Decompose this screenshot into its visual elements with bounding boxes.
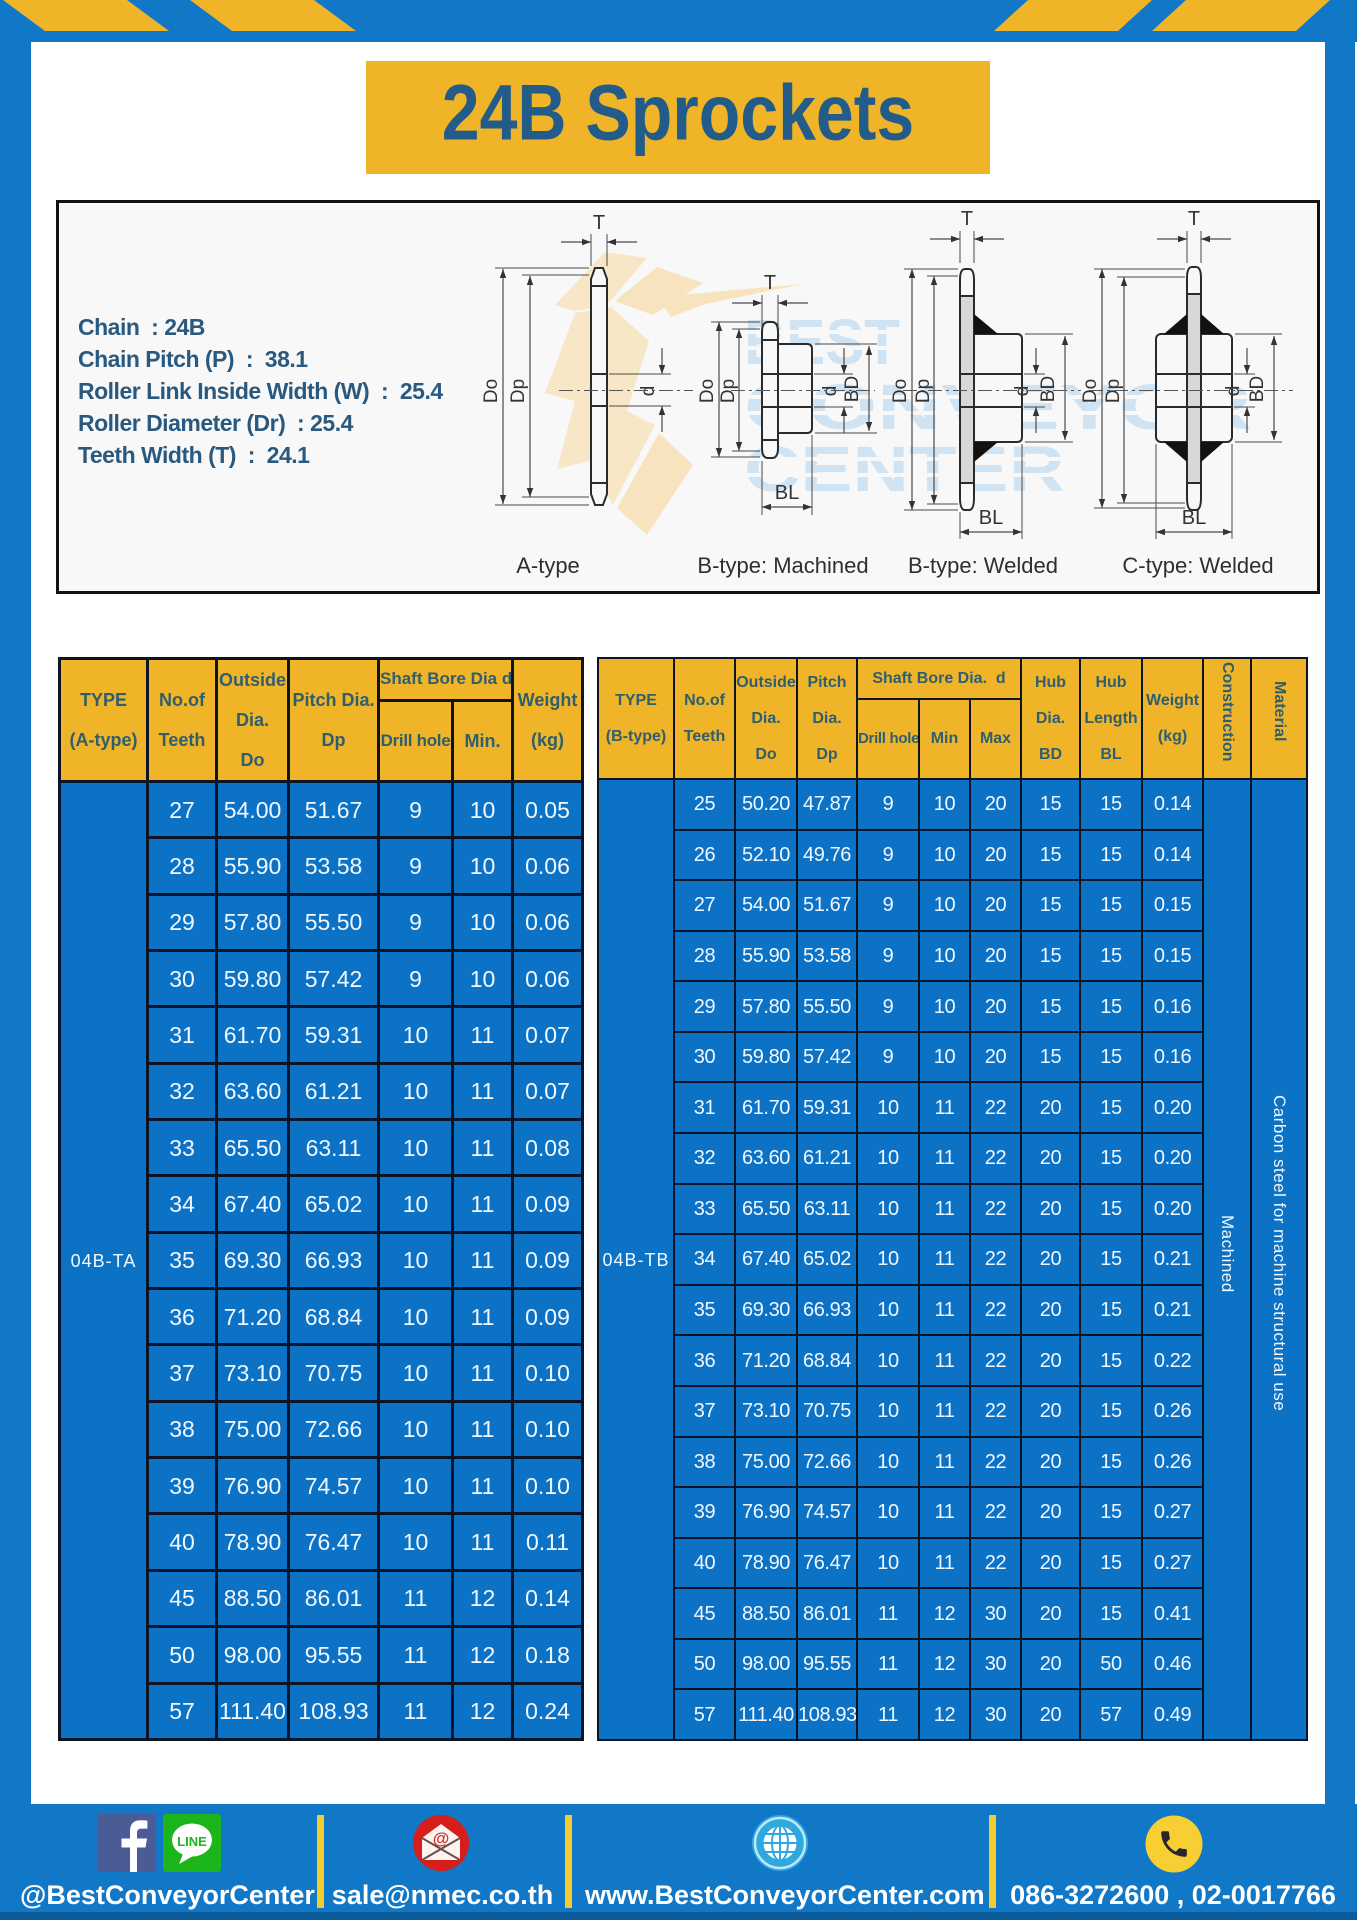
svg-text:BL: BL <box>775 482 799 504</box>
svg-text:Do: Do <box>890 379 911 403</box>
svg-text:@: @ <box>433 1829 450 1848</box>
svg-text:T: T <box>764 272 776 294</box>
svg-text:LINE: LINE <box>177 1834 207 1849</box>
svg-text:BL: BL <box>1182 507 1206 529</box>
svg-text:BL: BL <box>979 507 1003 529</box>
svg-text:Dp: Dp <box>718 379 739 403</box>
svg-text:Do: Do <box>697 379 718 403</box>
svg-text:d: d <box>638 386 659 397</box>
svg-text:A-type: A-type <box>516 553 580 578</box>
svg-text:T: T <box>1188 208 1200 230</box>
svg-text:B-type: Machined: B-type: Machined <box>697 553 868 578</box>
svg-text:CENTER: CENTER <box>744 433 1065 505</box>
svg-text:C-type: Welded: C-type: Welded <box>1122 553 1273 578</box>
svg-text:Dp: Dp <box>1103 379 1124 403</box>
svg-text:Dp: Dp <box>508 379 529 403</box>
svg-text:BD: BD <box>1038 376 1059 402</box>
svg-text:BD: BD <box>1247 376 1268 402</box>
svg-text:BD: BD <box>842 376 863 402</box>
svg-text:T: T <box>961 208 973 230</box>
svg-text:d: d <box>820 386 841 397</box>
svg-text:T: T <box>593 212 605 234</box>
svg-text:Do: Do <box>481 379 502 403</box>
svg-text:B-type: Welded: B-type: Welded <box>908 553 1058 578</box>
